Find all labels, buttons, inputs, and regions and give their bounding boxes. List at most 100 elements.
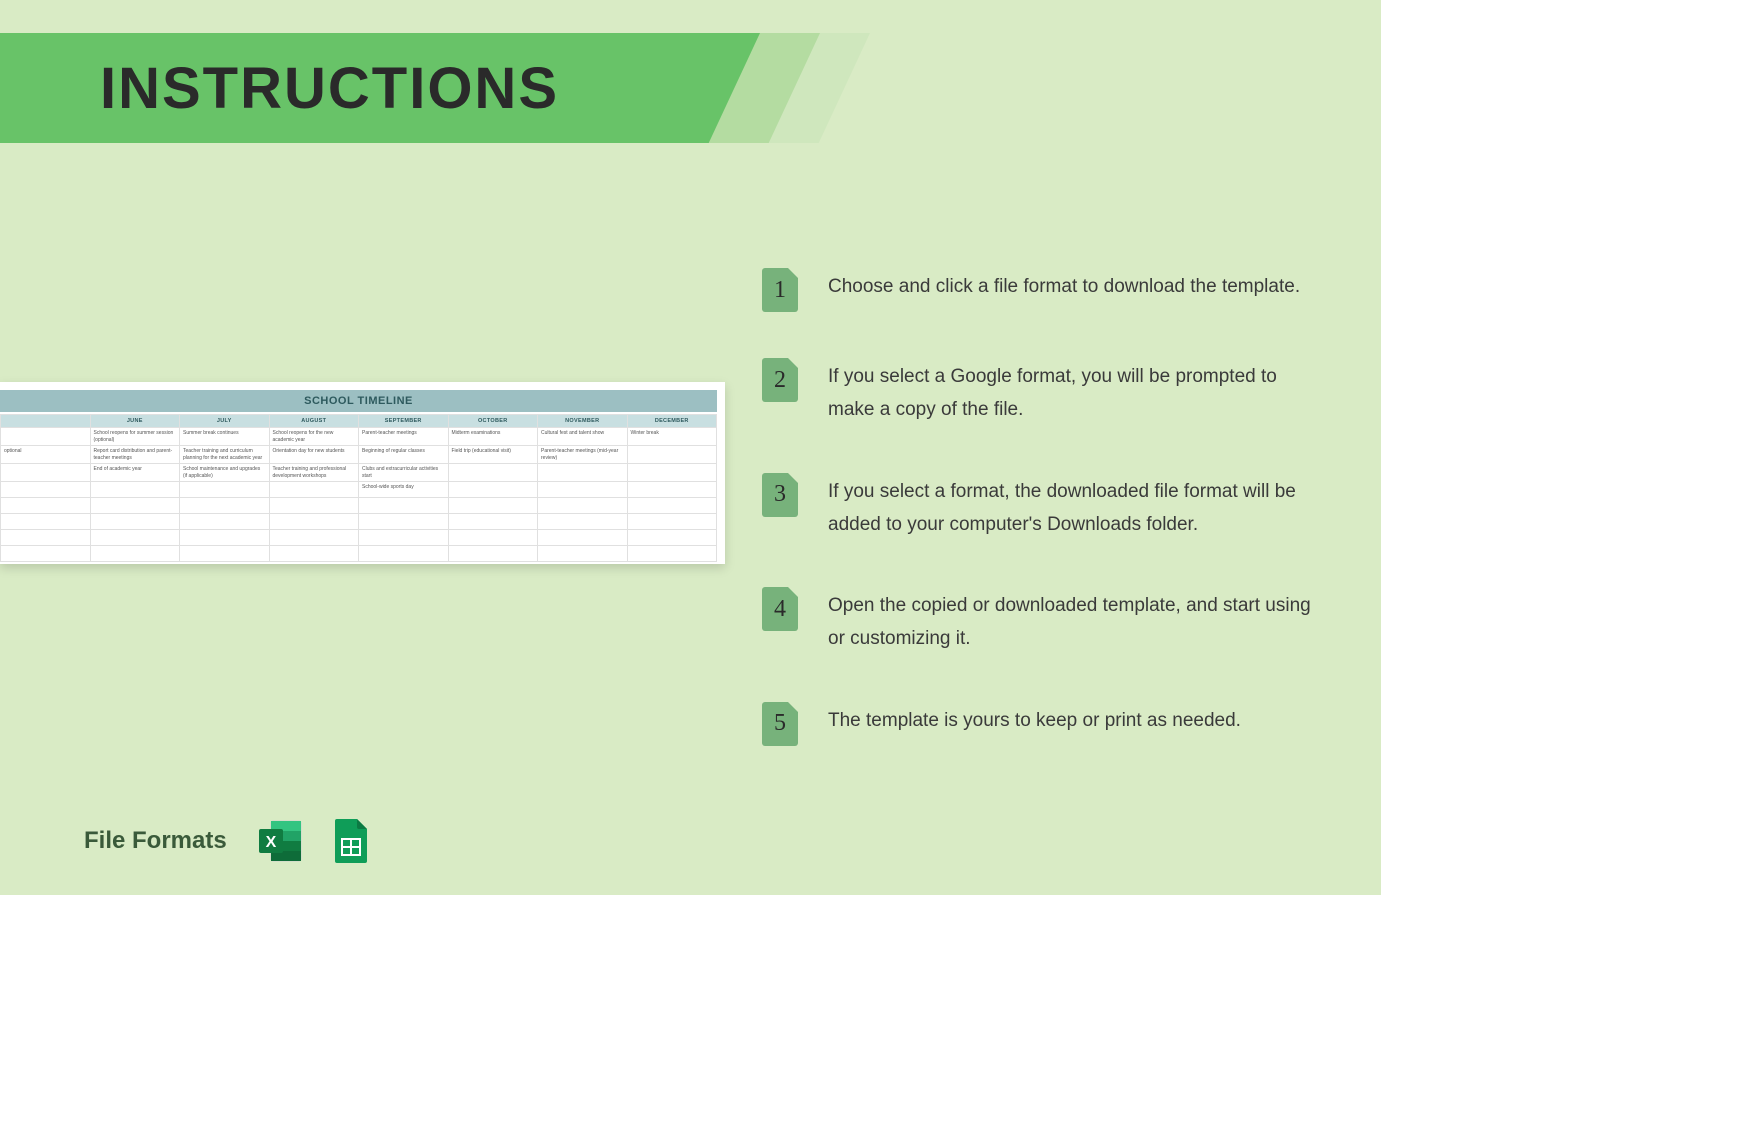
table-cell: Field trip (educational visit) [448, 446, 538, 464]
file-formats-label: File Formats [84, 827, 227, 855]
table-cell: School-wide sports day [359, 482, 449, 498]
table-row [1, 546, 717, 562]
step-text: The template is yours to keep or print a… [828, 702, 1241, 737]
instruction-steps-list: 1 Choose and click a file format to down… [762, 268, 1322, 792]
table-cell [627, 530, 717, 546]
table-cell [538, 498, 628, 514]
preview-col-header: JULY [180, 415, 270, 428]
step-item: 4 Open the copied or downloaded template… [762, 587, 1322, 656]
step-text: Open the copied or downloaded template, … [828, 587, 1322, 656]
table-cell [1, 498, 91, 514]
template-preview-thumbnail: SCHOOL TIMELINE JUNEJULYAUGUSTSEPTEMBERO… [0, 382, 725, 564]
preview-col-header: SEPTEMBER [359, 415, 449, 428]
table-cell: Teacher training and professional develo… [269, 464, 359, 482]
instructions-card: INSTRUCTIONS 1 Choose and click a file f… [0, 0, 1381, 895]
table-cell: School reopens for summer session (optio… [90, 428, 180, 446]
table-cell [627, 514, 717, 530]
table-cell: optional [1, 446, 91, 464]
table-cell: Cultural fest and talent show [538, 428, 628, 446]
table-cell [538, 482, 628, 498]
table-cell: Winter break [627, 428, 717, 446]
step-item: 1 Choose and click a file format to down… [762, 268, 1322, 312]
table-cell [448, 530, 538, 546]
table-cell: Parent-teacher meetings [359, 428, 449, 446]
table-cell [359, 514, 449, 530]
table-row: End of academic yearSchool maintenance a… [1, 464, 717, 482]
table-cell [627, 464, 717, 482]
table-cell [538, 546, 628, 562]
table-cell: Orientation day for new students [269, 446, 359, 464]
table-cell [90, 530, 180, 546]
table-row [1, 530, 717, 546]
preview-table: JUNEJULYAUGUSTSEPTEMBEROCTOBERNOVEMBERDE… [0, 414, 717, 562]
table-cell [180, 482, 270, 498]
step-number-badge: 3 [762, 473, 798, 517]
table-cell [538, 464, 628, 482]
table-cell: Clubs and extracurricular activities sta… [359, 464, 449, 482]
step-text: If you select a Google format, you will … [828, 358, 1322, 427]
step-number-badge: 4 [762, 587, 798, 631]
step-number-badge: 1 [762, 268, 798, 312]
table-cell: Beginning of regular classes [359, 446, 449, 464]
table-cell [90, 482, 180, 498]
table-cell [627, 498, 717, 514]
table-cell [1, 482, 91, 498]
table-cell [538, 514, 628, 530]
table-cell [627, 446, 717, 464]
table-cell [627, 546, 717, 562]
table-cell: Midterm examinations [448, 428, 538, 446]
table-cell: Parent-teacher meetings (mid-year review… [538, 446, 628, 464]
table-row: optionalReport card distribution and par… [1, 446, 717, 464]
table-cell [180, 498, 270, 514]
step-text: Choose and click a file format to downlo… [828, 268, 1300, 303]
table-cell [269, 482, 359, 498]
svg-text:X: X [265, 834, 276, 851]
table-cell [90, 514, 180, 530]
step-number-badge: 2 [762, 358, 798, 402]
table-cell [180, 546, 270, 562]
table-cell: Teacher training and curriculum planning… [180, 446, 270, 464]
table-row: School-wide sports day [1, 482, 717, 498]
table-cell: School reopens for the new academic year [269, 428, 359, 446]
table-cell: Summer break continues [180, 428, 270, 446]
table-cell [1, 464, 91, 482]
page-title: INSTRUCTIONS [0, 33, 559, 143]
preview-col-header: NOVEMBER [538, 415, 628, 428]
preview-col-header [1, 415, 91, 428]
table-cell [269, 546, 359, 562]
table-cell [1, 428, 91, 446]
table-cell: Report card distribution and parent-teac… [90, 446, 180, 464]
table-cell [1, 546, 91, 562]
table-row [1, 498, 717, 514]
preview-title: SCHOOL TIMELINE [0, 390, 717, 412]
table-cell: End of academic year [90, 464, 180, 482]
table-cell [180, 514, 270, 530]
table-cell [269, 514, 359, 530]
step-item: 5 The template is yours to keep or print… [762, 702, 1322, 746]
google-sheets-icon[interactable] [327, 817, 375, 865]
step-number-badge: 5 [762, 702, 798, 746]
table-cell [180, 530, 270, 546]
table-cell [359, 498, 449, 514]
excel-icon[interactable]: X [257, 817, 305, 865]
table-cell [359, 530, 449, 546]
table-cell [359, 546, 449, 562]
preview-col-header: JUNE [90, 415, 180, 428]
step-item: 2 If you select a Google format, you wil… [762, 358, 1322, 427]
table-cell [448, 482, 538, 498]
header-banner: INSTRUCTIONS [0, 33, 1381, 143]
table-cell [269, 530, 359, 546]
table-cell [448, 498, 538, 514]
table-cell [448, 464, 538, 482]
table-cell [448, 546, 538, 562]
preview-col-header: DECEMBER [627, 415, 717, 428]
preview-col-header: AUGUST [269, 415, 359, 428]
table-cell [90, 498, 180, 514]
table-cell [269, 498, 359, 514]
table-cell [538, 530, 628, 546]
table-row: School reopens for summer session (optio… [1, 428, 717, 446]
table-row [1, 514, 717, 530]
table-cell [90, 546, 180, 562]
table-cell: School maintenance and upgrades (if appl… [180, 464, 270, 482]
preview-col-header: OCTOBER [448, 415, 538, 428]
